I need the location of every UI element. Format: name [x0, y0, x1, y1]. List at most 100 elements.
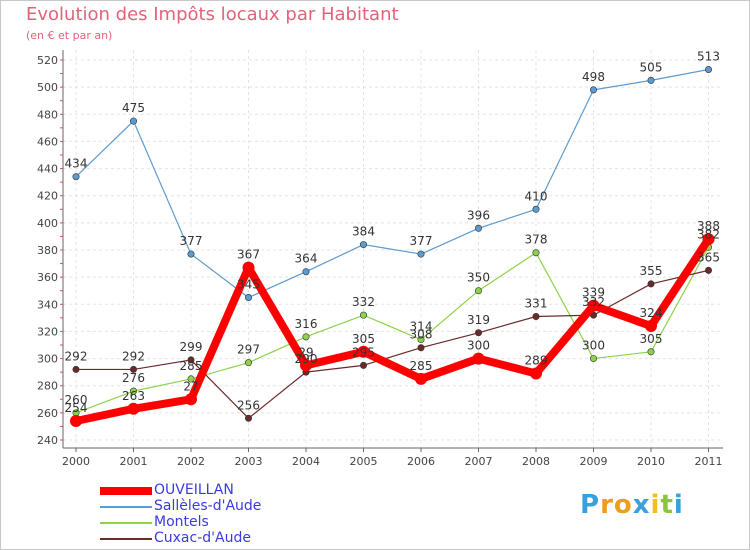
- chart-title: Evolution des Impôts locaux par Habitant: [26, 4, 399, 25]
- data-label: 319: [467, 313, 490, 327]
- proxiti-logo: Proxiti: [580, 490, 684, 520]
- x-tick-label: 2002: [177, 455, 205, 468]
- legend-swatch-salleles: [100, 506, 152, 508]
- y-tick-label: 280: [37, 380, 58, 393]
- data-point: [245, 359, 253, 367]
- data-point: [300, 359, 312, 372]
- data-point: [130, 387, 138, 395]
- x-tick-label: 2006: [407, 455, 435, 468]
- series-line: [75, 68, 710, 299]
- data-label: 263: [122, 389, 145, 403]
- data-point: [357, 345, 370, 358]
- data-label: 256: [237, 398, 260, 412]
- data-point: [704, 266, 712, 274]
- data-label: 27: [183, 379, 198, 393]
- x-tick-label: 2000: [62, 455, 90, 468]
- y-tick-label: 520: [37, 54, 58, 67]
- data-point: [474, 287, 482, 295]
- y-tick-label: 480: [37, 108, 58, 121]
- legend-label-cuxac: Cuxac-d'Aude: [154, 530, 251, 546]
- data-point: [417, 336, 425, 344]
- data-point: [242, 261, 255, 274]
- data-label: 331: [525, 297, 548, 311]
- data-point: [245, 293, 253, 301]
- data-label: 505: [640, 60, 663, 74]
- x-tick-label: 2004: [292, 455, 320, 468]
- legend-swatch-montels: [100, 522, 152, 524]
- data-label: 367: [237, 248, 260, 262]
- data-point: [72, 365, 80, 373]
- data-label: 316: [295, 317, 318, 331]
- data-label: 285: [180, 359, 203, 373]
- data-label: 377: [410, 234, 433, 248]
- chart-subtitle: (en € et par an): [26, 29, 113, 42]
- y-tick-label: 300: [37, 353, 58, 366]
- x-tick-label: 2003: [235, 455, 263, 468]
- data-point: [647, 280, 655, 288]
- legend-label-salleles: Sallèles-d'Aude: [154, 498, 262, 514]
- data-point: [130, 117, 138, 125]
- series-line: [75, 246, 710, 414]
- data-label: 289: [525, 354, 548, 368]
- data-label: 314: [410, 320, 433, 334]
- x-tick-label: 2007: [465, 455, 493, 468]
- data-point: [359, 361, 367, 369]
- data-label: 350: [467, 271, 490, 285]
- data-label: 378: [525, 233, 548, 247]
- data-point: [415, 372, 427, 385]
- data-label: 305: [352, 332, 375, 346]
- data-label: 324: [640, 306, 663, 320]
- data-point: [187, 375, 195, 383]
- data-point: [472, 352, 485, 365]
- logo-letter: P: [580, 490, 601, 520]
- data-label: 308: [410, 328, 433, 342]
- data-label: 260: [65, 393, 88, 407]
- data-label: 300: [467, 339, 490, 353]
- legend-swatch-cuxac: [100, 538, 152, 540]
- data-point: [474, 329, 482, 337]
- data-point: [530, 367, 542, 380]
- data-point: [127, 402, 140, 415]
- data-label: 29: [298, 345, 313, 359]
- data-point: [532, 205, 540, 213]
- data-label: 345: [237, 278, 260, 292]
- x-tick-label: 2010: [637, 455, 665, 468]
- y-tick-label: 420: [37, 190, 58, 203]
- data-point: [532, 312, 540, 320]
- data-label: 365: [697, 250, 720, 264]
- y-tick-label: 400: [37, 217, 58, 230]
- data-point: [474, 224, 482, 232]
- y-tick-label: 500: [37, 81, 58, 94]
- data-point: [587, 299, 600, 312]
- x-tick-label: 2005: [350, 455, 378, 468]
- data-point: [185, 393, 197, 406]
- data-label: 305: [640, 332, 663, 346]
- data-point: [72, 173, 80, 181]
- data-label: 355: [640, 264, 663, 278]
- y-tick-label: 360: [37, 271, 58, 284]
- y-tick-label: 380: [37, 244, 58, 257]
- y-tick-label: 260: [37, 407, 58, 420]
- data-point: [359, 311, 367, 319]
- data-label: 299: [180, 340, 203, 354]
- data-point: [589, 86, 597, 94]
- data-label: 339: [582, 286, 605, 300]
- data-point: [70, 415, 82, 427]
- data-point: [359, 241, 367, 249]
- axis-layer: 240 260 280 300 320 340 360 380 400 420 440 460 480 5…: [37, 50, 723, 468]
- x-tick-label: 2011: [695, 455, 723, 468]
- data-label: 364: [295, 252, 318, 266]
- data-label: 332: [352, 295, 375, 309]
- data-label: 377: [180, 234, 203, 248]
- data-point: [245, 414, 253, 422]
- legend-label-montels: Montels: [154, 514, 209, 530]
- logo-letter: t: [660, 490, 674, 520]
- data-point: [702, 233, 715, 246]
- series-layer: [70, 66, 715, 427]
- data-label: 292: [122, 349, 145, 363]
- data-label: 498: [582, 70, 605, 84]
- x-tick-label: 2008: [522, 455, 550, 468]
- data-label: 254: [65, 401, 88, 415]
- data-label: 297: [237, 343, 260, 357]
